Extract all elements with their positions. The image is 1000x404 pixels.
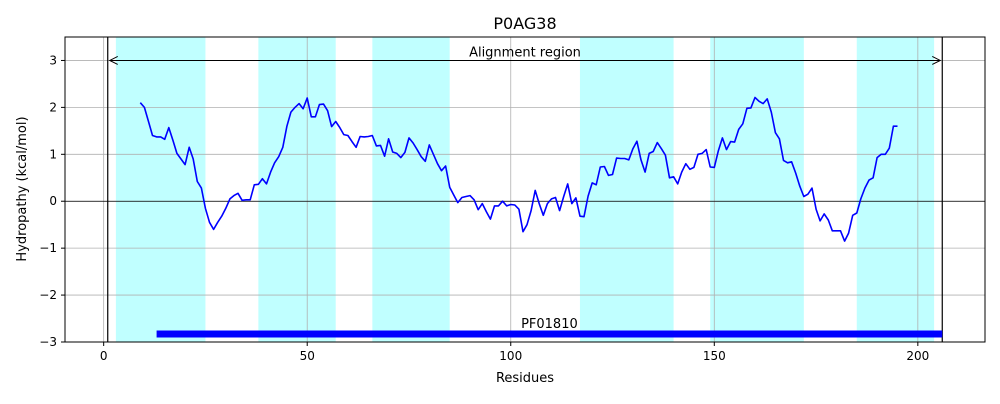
- alignment-arrow-left-head: [108, 56, 118, 65]
- chart-marks: Alignment region PF01810: [65, 37, 985, 342]
- hydropathy-bands: [115, 37, 935, 342]
- hydropathy-series-line: [139, 96, 898, 242]
- axes: 0 50 100 150 200 −3 −2 −1 0 1 2 3: [39, 36, 986, 363]
- y-tick-label-1: −2: [39, 288, 57, 302]
- x-tick-label-1: 50: [300, 349, 315, 363]
- y-tick-label-0: −3: [39, 335, 57, 349]
- x-axis-label: Residues: [496, 371, 554, 386]
- alignment-arrow-right-head: [932, 56, 942, 65]
- domain-label: PF01810: [521, 317, 578, 332]
- y-tick-label-5: 2: [49, 100, 57, 114]
- hydrophobic-band-5: [856, 37, 935, 342]
- alignment-region-label: Alignment region: [469, 45, 581, 60]
- x-tick-label-3: 150: [703, 349, 726, 363]
- y-axis-label: Hydropathy (kcal/mol): [15, 116, 30, 261]
- hydrophobic-band-2: [372, 37, 450, 342]
- hydrophobic-band-0: [115, 37, 206, 342]
- y-tick-label-2: −1: [39, 241, 57, 255]
- y-tick-label-4: 1: [49, 147, 57, 161]
- y-tick-label-6: 3: [49, 53, 57, 67]
- x-tick-label-0: 0: [100, 349, 108, 363]
- y-tick-label-3: 0: [49, 194, 57, 208]
- x-tick-label-2: 100: [499, 349, 522, 363]
- x-tick-label-4: 200: [906, 349, 929, 363]
- plot-frame: [64, 36, 986, 343]
- hydrophobic-band-1: [258, 37, 336, 342]
- chart-title: P0AG38: [493, 14, 556, 33]
- hydrophobic-band-3: [579, 37, 674, 342]
- hydrophobic-band-4: [710, 37, 804, 342]
